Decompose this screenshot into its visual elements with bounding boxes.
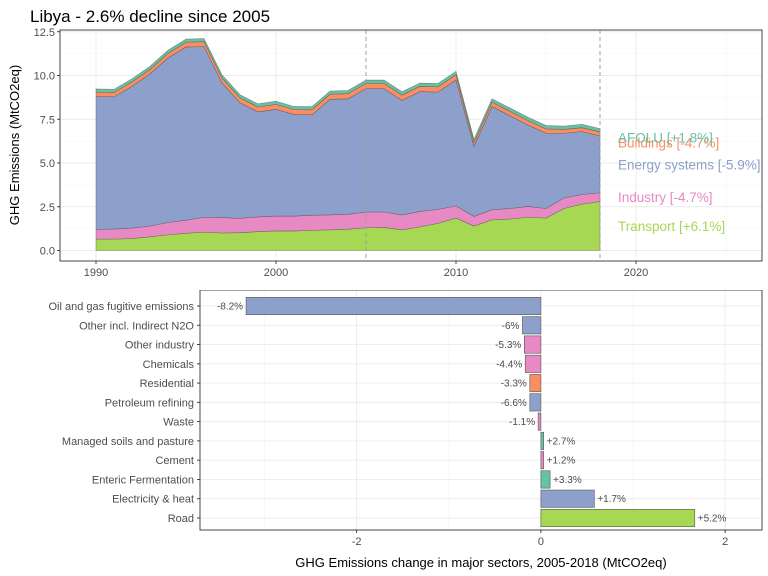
- x-tick-label: 2: [722, 536, 728, 548]
- panel-border: [199, 290, 763, 531]
- category-label: Road: [168, 513, 194, 525]
- x-tick-label: 2000: [264, 267, 288, 279]
- series-label-transport: Transport [+6.1%]: [618, 219, 725, 234]
- area-chart: Libya - 2.6% decline since 2005 GHG Emis…: [7, 7, 763, 279]
- bar-petroleum-refining: [529, 393, 542, 412]
- bar-value-label: +3.3%: [553, 475, 582, 486]
- bar-chemicals: [524, 354, 542, 373]
- bar-value-label: +5.2%: [698, 514, 727, 525]
- bars: -8.2% -6% -5.3% -4.4% -3.3% -6.6% -1.1% +2.7% +1…: [217, 297, 727, 527]
- category-label: Managed soils and pasture: [62, 436, 194, 448]
- bar-value-label: +1.7%: [597, 494, 626, 505]
- chart-title: Libya - 2.6% decline since 2005: [30, 7, 270, 26]
- bar-value-label: -4.4%: [496, 359, 522, 370]
- category-label: Cement: [155, 455, 194, 467]
- bar-chart: -8.2% -6% -5.3% -4.4% -3.3% -6.6% -1.1% +2.7% +1…: [48, 290, 763, 570]
- y-tick-label: 2.5: [40, 202, 55, 214]
- area-layers: [95, 38, 601, 251]
- category-label: Waste: [163, 417, 194, 429]
- y-tick-label: 5.0: [40, 158, 55, 170]
- x-tick-label: -2: [352, 536, 362, 548]
- bar-electricity-heat: [540, 489, 595, 508]
- category-label: Enteric Fermentation: [92, 474, 194, 486]
- category-label: Oil and gas fugitive emissions: [48, 301, 194, 313]
- bar-enteric-fermentation: [540, 470, 551, 489]
- bar-value-label: +1.2%: [547, 456, 576, 467]
- bar-cement: [540, 451, 544, 470]
- bar-value-label: -3.3%: [501, 379, 527, 390]
- x-tick-label: 0: [538, 536, 544, 548]
- bar-value-label: -5.3%: [495, 340, 521, 351]
- axis-ticks: Oil and gas fugitive emissions Other incl…: [48, 301, 728, 548]
- y-axis-title: GHG Emissions (MtCO2eq): [7, 65, 22, 225]
- series-label-buildings: Buildings [-4.7%]: [618, 136, 719, 151]
- y-tick-label: 7.5: [40, 114, 55, 126]
- grid: [200, 290, 762, 530]
- bar-other-incl-indirect-n2o: [522, 316, 542, 335]
- panel-border: [59, 29, 763, 262]
- bar-waste: [537, 412, 542, 431]
- panel-background: [200, 290, 762, 530]
- category-label: Petroleum refining: [105, 397, 194, 409]
- axis-ticks: 0.0 2.5 5.0 7.5 10.0 12.5 1990 2000 2010 2020: [34, 27, 649, 279]
- x-tick-label: 1990: [84, 267, 108, 279]
- bar-value-label: -6%: [502, 321, 520, 332]
- bar-value-label: +2.7%: [547, 436, 576, 447]
- series-label-industry: Industry [-4.7%]: [618, 190, 713, 205]
- bar-residential: [529, 374, 542, 393]
- series-labels: Transport [+6.1%] Industry [-4.7%] Energy …: [618, 131, 761, 234]
- bar-road: [540, 509, 696, 527]
- series-label-afolu: AFOLU [+1.8%]: [618, 131, 713, 146]
- x-tick-label: 2020: [624, 267, 648, 279]
- category-label: Other incl. Indirect N2O: [79, 320, 194, 332]
- bar-value-label: -1.1%: [509, 417, 535, 428]
- bar-value-label: -8.2%: [217, 302, 243, 313]
- category-label: Other industry: [125, 340, 195, 352]
- series-label-energy-systems: Energy systems [-5.9%]: [618, 157, 761, 172]
- area-afolu: [95, 38, 601, 144]
- bar-oil-and-gas-fugitive-emissions: [245, 297, 542, 315]
- y-tick-label: 10.0: [34, 71, 55, 83]
- bar-other-industry: [523, 335, 542, 354]
- x-axis-title: GHG Emissions change in major sectors, 2…: [295, 555, 666, 570]
- reference-lines: [365, 30, 601, 261]
- bar-value-label: -6.6%: [501, 398, 527, 409]
- x-tick-label: 2010: [444, 267, 468, 279]
- y-tick-label: 0.0: [40, 246, 55, 258]
- y-tick-label: 12.5: [34, 27, 55, 39]
- category-label: Chemicals: [143, 359, 195, 371]
- bar-managed-soils-and-pasture: [540, 431, 544, 450]
- category-label: Electricity & heat: [112, 494, 194, 506]
- category-label: Residential: [140, 378, 194, 390]
